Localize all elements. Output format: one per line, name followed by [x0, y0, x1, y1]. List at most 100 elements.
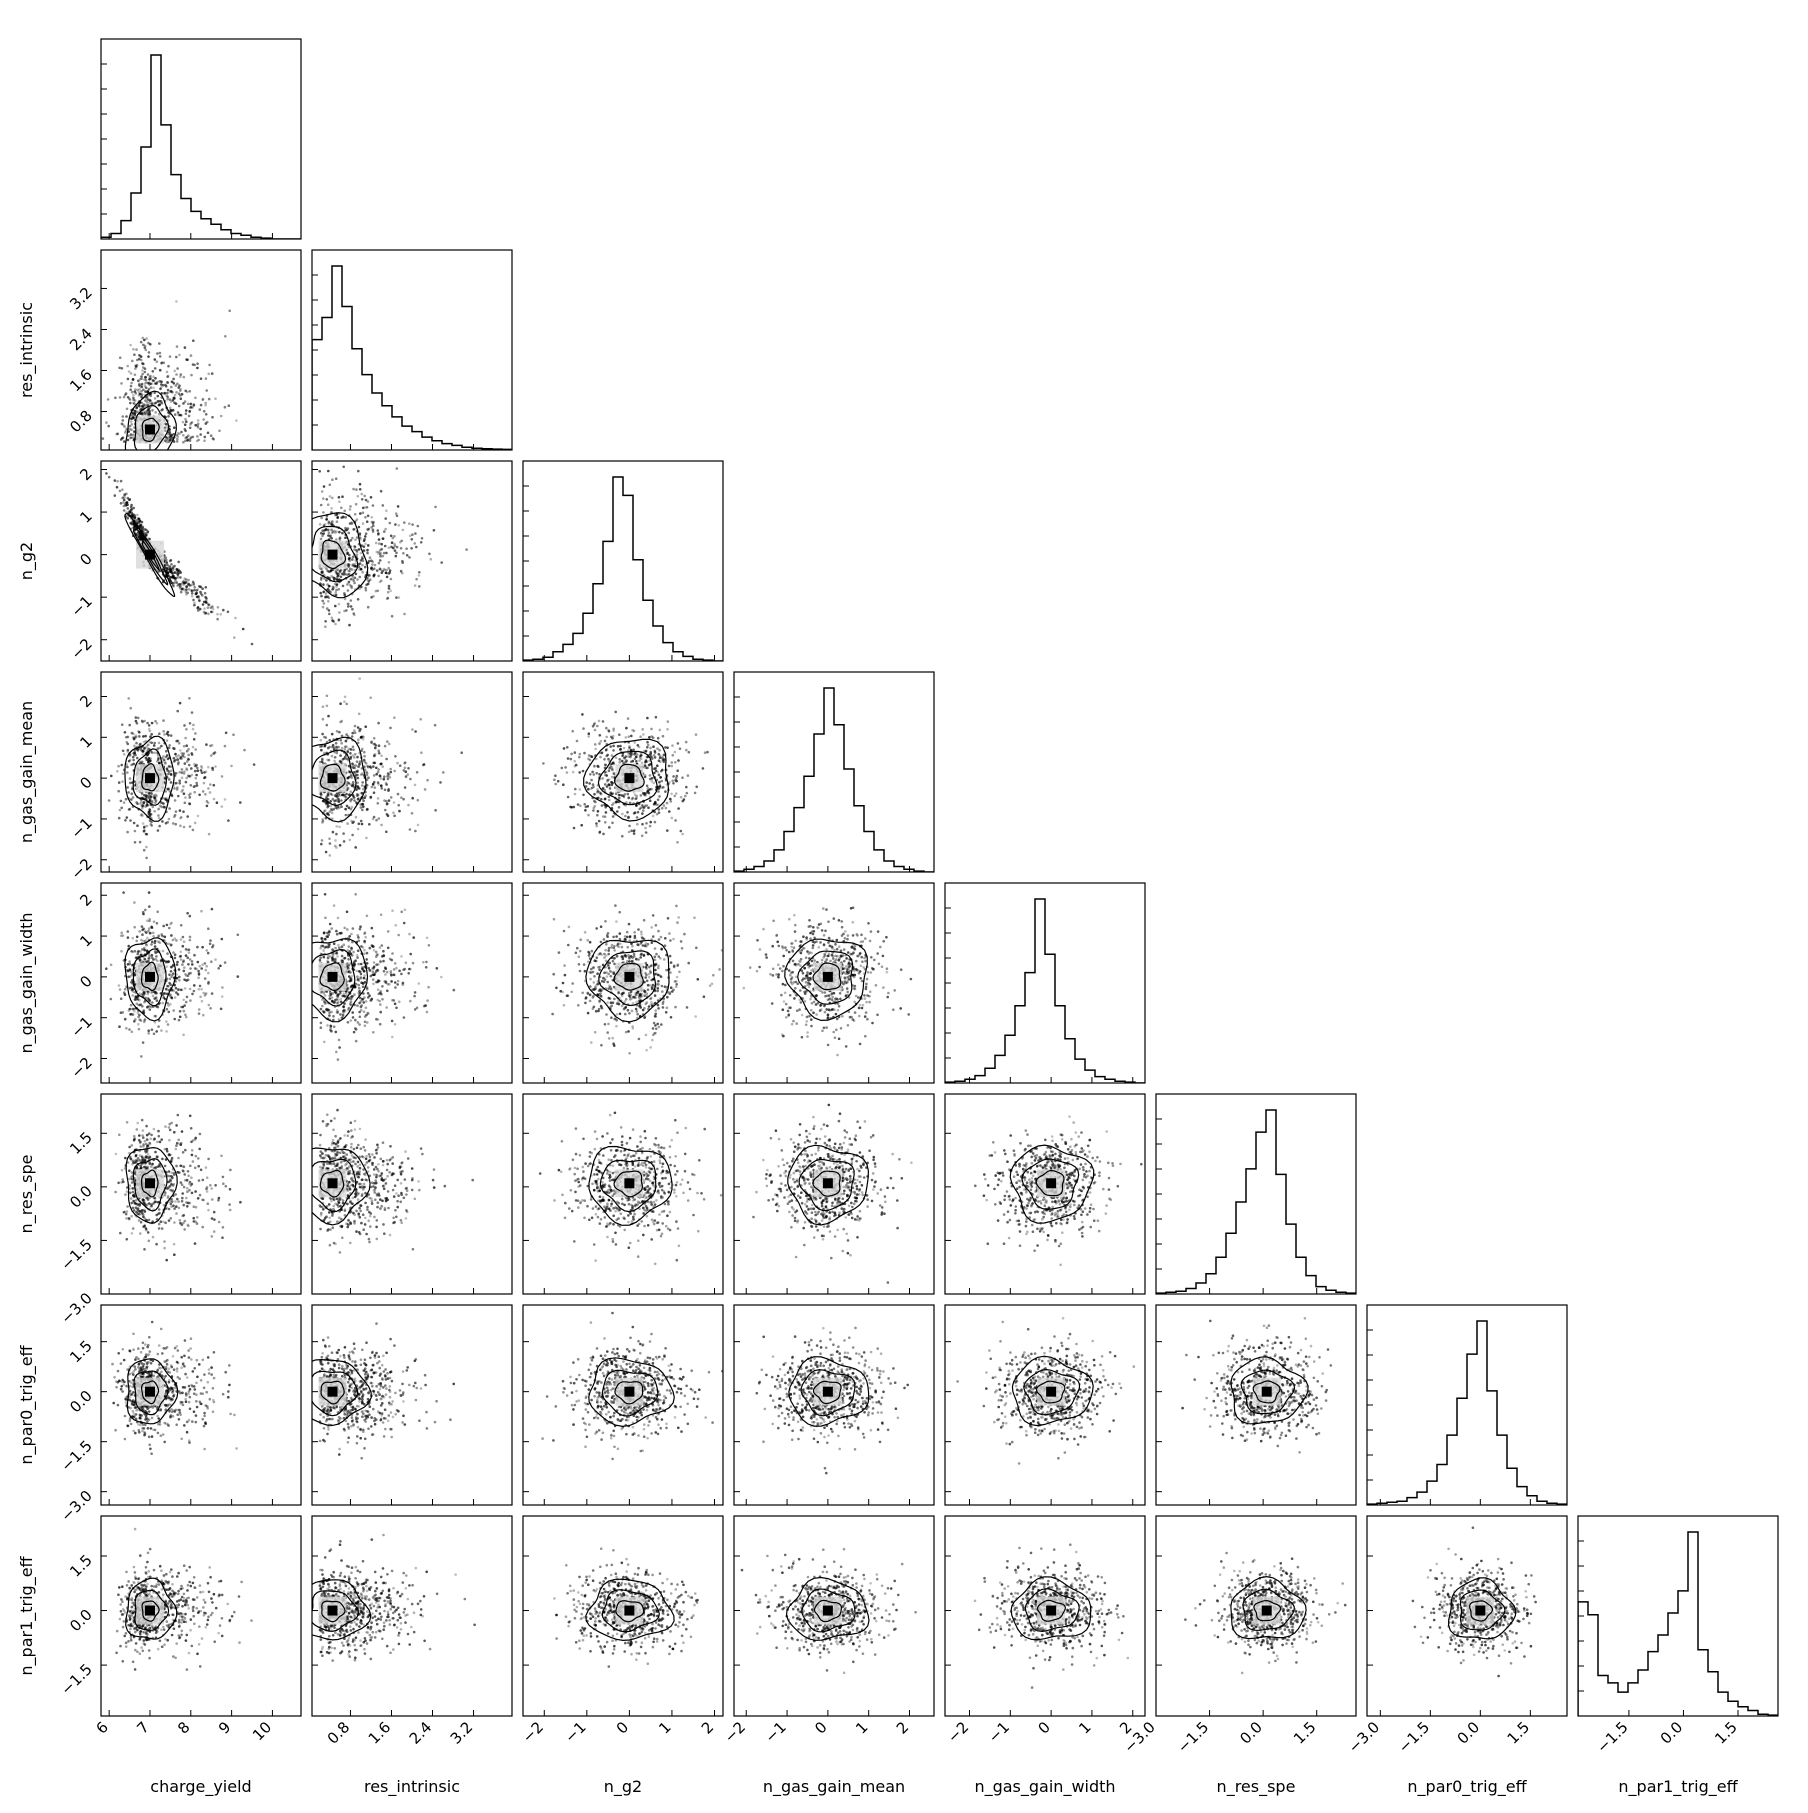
- scatter-point: [218, 430, 221, 433]
- scatter-point: [114, 494, 117, 497]
- scatter-point: [376, 569, 379, 572]
- scatter-point: [344, 748, 347, 751]
- scatter-point: [598, 742, 601, 745]
- scatter-point: [221, 938, 224, 941]
- scatter-point: [146, 825, 149, 828]
- scatter-point: [224, 745, 227, 748]
- scatter-point: [572, 771, 575, 774]
- scatter-point: [212, 944, 215, 947]
- scatter-point: [174, 753, 177, 756]
- scatter-point: [131, 417, 134, 420]
- scatter-point: [338, 588, 341, 591]
- scatter-point: [141, 369, 144, 372]
- scatter-point: [335, 530, 338, 533]
- scatter-point: [402, 529, 405, 532]
- scatter-point: [194, 732, 197, 735]
- scatter-point: [163, 992, 166, 995]
- scatter-point: [191, 421, 194, 424]
- scatter-point: [325, 518, 328, 521]
- scatter-point: [237, 975, 240, 978]
- scatter-point: [398, 596, 401, 599]
- scatter-point: [141, 814, 144, 817]
- scatter-point: [378, 817, 381, 820]
- scatter-point: [185, 767, 188, 770]
- scatter-point: [150, 792, 153, 795]
- scatter-point: [330, 575, 333, 578]
- scatter-point: [406, 773, 409, 776]
- scatter-point: [355, 503, 358, 506]
- scatter-point: [185, 1001, 188, 1004]
- scatter-point: [379, 774, 382, 777]
- scatter-point: [594, 748, 597, 751]
- scatter-point: [203, 777, 206, 780]
- scatter-point: [134, 388, 137, 391]
- scatter-point: [658, 811, 661, 814]
- scatter-point: [339, 754, 342, 757]
- scatter-point: [220, 1008, 223, 1011]
- scatter-point: [381, 985, 384, 988]
- scatter-point: [188, 588, 191, 591]
- scatter-point: [156, 910, 159, 913]
- scatter-point: [389, 589, 392, 592]
- scatter-point: [181, 1006, 184, 1009]
- scatter-point: [640, 794, 643, 797]
- scatter-point: [133, 745, 136, 748]
- scatter-point: [390, 771, 393, 774]
- scatter-point: [132, 412, 135, 415]
- scatter-point: [185, 588, 188, 591]
- scatter-point: [178, 779, 181, 782]
- scatter-point: [118, 984, 121, 987]
- scatter-point: [367, 500, 370, 503]
- scatter-point: [166, 398, 169, 401]
- scatter-point: [185, 593, 188, 596]
- scatter-point: [179, 376, 182, 379]
- scatter-point: [187, 583, 190, 586]
- scatter-point: [197, 422, 200, 425]
- scatter-point: [361, 823, 364, 826]
- scatter-point: [413, 542, 416, 545]
- scatter-point: [326, 498, 329, 501]
- scatter-point: [427, 986, 430, 989]
- scatter-point: [194, 424, 197, 427]
- scatter-point: [379, 555, 382, 558]
- scatter-point: [133, 926, 136, 929]
- scatter-point: [200, 377, 203, 380]
- scatter-point: [345, 745, 348, 748]
- scatter-point: [642, 809, 645, 812]
- scatter-point: [182, 936, 185, 939]
- scatter-point: [391, 541, 394, 544]
- scatter-point: [649, 747, 652, 750]
- scatter-point: [369, 556, 372, 559]
- scatter-point: [347, 605, 350, 608]
- scatter-point: [329, 536, 332, 539]
- scatter-point: [185, 358, 188, 361]
- scatter-point: [190, 589, 193, 592]
- scatter-point: [442, 771, 445, 774]
- scatter-point: [416, 771, 419, 774]
- scatter-point: [123, 509, 126, 512]
- scatter-point: [361, 498, 364, 501]
- scatter-point: [132, 732, 135, 735]
- scatter-point: [114, 397, 117, 400]
- scatter-point: [382, 555, 385, 558]
- scatter-point: [167, 365, 170, 368]
- y-tick-label: 0.8: [66, 407, 96, 437]
- scatter-point: [354, 773, 357, 776]
- scatter-point: [128, 499, 131, 502]
- scatter-point: [389, 522, 392, 525]
- scatter-point: [125, 392, 128, 395]
- scatter-point: [330, 507, 333, 510]
- scatter-point: [133, 1010, 136, 1013]
- scatter-point: [150, 733, 153, 736]
- scatter-point: [322, 762, 325, 765]
- scatter-point: [403, 1016, 406, 1019]
- scatter-point: [178, 968, 181, 971]
- scatter-point: [127, 697, 130, 700]
- scatter-point: [166, 961, 169, 964]
- scatter-point: [671, 744, 674, 747]
- scatter-point: [380, 784, 383, 787]
- scatter-point: [174, 413, 177, 416]
- scatter-point: [407, 804, 410, 807]
- scatter-point: [217, 606, 220, 609]
- scatter-point: [389, 958, 392, 961]
